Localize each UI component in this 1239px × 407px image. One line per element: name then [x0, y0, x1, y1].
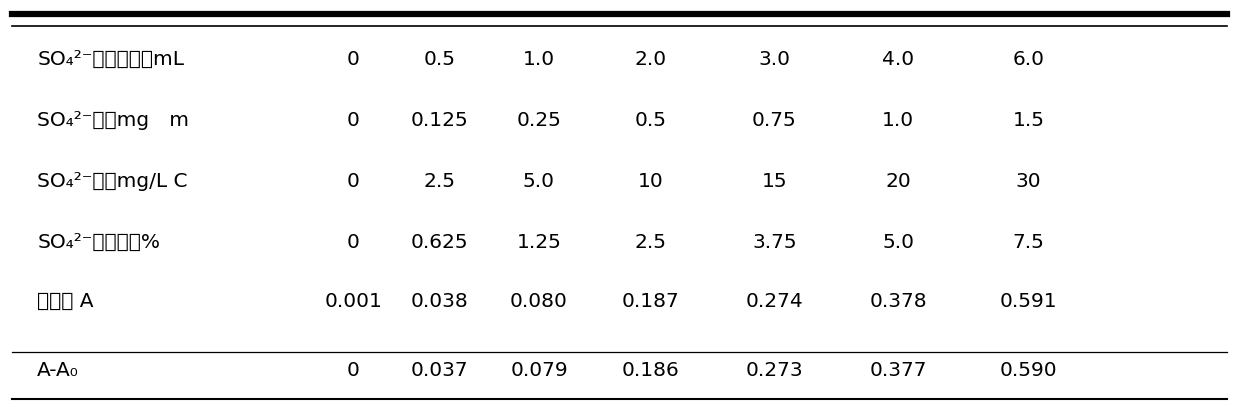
Text: 0.125: 0.125 — [411, 111, 468, 129]
Text: 0.25: 0.25 — [517, 111, 561, 129]
Text: 0: 0 — [347, 233, 359, 252]
Text: 30: 30 — [1016, 172, 1041, 190]
Text: 0.274: 0.274 — [746, 292, 803, 311]
Text: 0.038: 0.038 — [411, 292, 468, 311]
Text: 0: 0 — [347, 111, 359, 129]
Text: 7.5: 7.5 — [1012, 233, 1044, 252]
Text: 0.378: 0.378 — [870, 292, 927, 311]
Text: 0.187: 0.187 — [622, 292, 679, 311]
Text: 3.75: 3.75 — [752, 233, 797, 252]
Text: 1.5: 1.5 — [1012, 111, 1044, 129]
Text: 吸光度 A: 吸光度 A — [37, 292, 94, 311]
Text: 6.0: 6.0 — [1012, 50, 1044, 68]
Text: 0.625: 0.625 — [411, 233, 468, 252]
Text: 2.5: 2.5 — [424, 172, 456, 190]
Text: 0: 0 — [347, 50, 359, 68]
Text: 0.001: 0.001 — [325, 292, 382, 311]
Text: 0.273: 0.273 — [746, 361, 803, 380]
Text: 5.0: 5.0 — [882, 233, 914, 252]
Text: 0.590: 0.590 — [1000, 361, 1057, 380]
Text: 5.0: 5.0 — [523, 172, 555, 190]
Text: 0.5: 0.5 — [634, 111, 667, 129]
Text: SO₄²⁻含量mg m: SO₄²⁻含量mg m — [37, 111, 190, 129]
Text: A-A₀: A-A₀ — [37, 361, 79, 380]
Text: 0.080: 0.080 — [510, 292, 567, 311]
Text: 3.0: 3.0 — [758, 50, 790, 68]
Text: 0: 0 — [347, 361, 359, 380]
Text: 1.0: 1.0 — [523, 50, 555, 68]
Text: 0.186: 0.186 — [622, 361, 679, 380]
Text: SO₄²⁻工作液体积mL: SO₄²⁻工作液体积mL — [37, 50, 185, 68]
Text: 4.0: 4.0 — [882, 50, 914, 68]
Text: 0.591: 0.591 — [1000, 292, 1057, 311]
Text: 10: 10 — [638, 172, 663, 190]
Text: SO₄²⁻百分含量%: SO₄²⁻百分含量% — [37, 233, 160, 252]
Text: 1.0: 1.0 — [882, 111, 914, 129]
Text: 0.5: 0.5 — [424, 50, 456, 68]
Text: 0.377: 0.377 — [870, 361, 927, 380]
Text: 0: 0 — [347, 172, 359, 190]
Text: 20: 20 — [886, 172, 911, 190]
Text: 2.0: 2.0 — [634, 50, 667, 68]
Text: 1.25: 1.25 — [517, 233, 561, 252]
Text: 2.5: 2.5 — [634, 233, 667, 252]
Text: SO₄²⁻浓度mg/L C: SO₄²⁻浓度mg/L C — [37, 172, 187, 190]
Text: 0.75: 0.75 — [752, 111, 797, 129]
Text: 0.037: 0.037 — [411, 361, 468, 380]
Text: 0.079: 0.079 — [510, 361, 567, 380]
Text: 15: 15 — [762, 172, 787, 190]
